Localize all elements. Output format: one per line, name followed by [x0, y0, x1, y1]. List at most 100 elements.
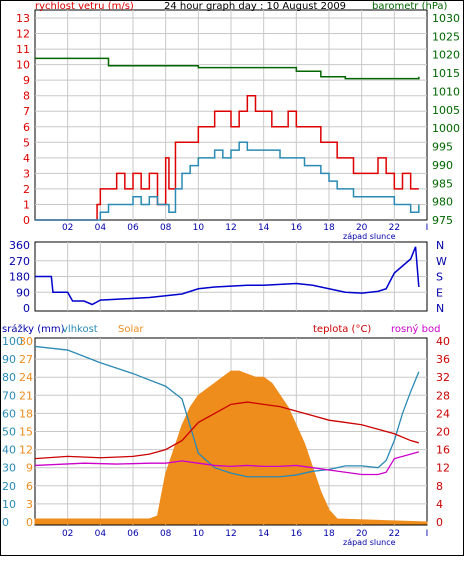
y-temperature-tick: 16	[436, 444, 450, 457]
series-line-gust	[35, 94, 419, 221]
y-left-tick: 1	[23, 198, 30, 211]
y-right-tick: W	[436, 255, 447, 268]
barometer-axis-label: barometr (hPa)	[372, 1, 448, 12]
y-solar-tick: 21	[19, 389, 33, 402]
y-solar-tick: 0	[26, 516, 33, 529]
series-line-barometr	[35, 57, 420, 80]
y-temperature-tick: 32	[436, 371, 450, 384]
y-solar-tick: 3	[26, 498, 33, 511]
y-solar-tick: 15	[19, 426, 33, 439]
y-right-tick: 990	[432, 159, 453, 172]
y-right-tick: S	[436, 271, 443, 284]
y-left-tick: 4	[23, 152, 30, 165]
series-line-vlhkost	[34, 345, 420, 478]
series-line-average	[35, 141, 420, 221]
y-left-tick: 13	[16, 12, 30, 25]
y-left-tick: 0	[23, 302, 30, 315]
y-solar-tick: 24	[19, 371, 33, 384]
x-tick-label: 08	[160, 529, 172, 539]
y-right-tick: N	[436, 302, 444, 315]
y-humidity-tick: 60	[2, 407, 16, 420]
y-temperature-tick: 24	[436, 407, 450, 420]
y-solar-tick: 9	[26, 462, 33, 475]
y-left-tick: 270	[9, 255, 30, 268]
y-humidity-tick: 30	[2, 462, 16, 475]
x-tick-label: 10	[193, 223, 205, 233]
y-temperature-tick: 36	[436, 353, 450, 366]
y-left-tick: 3	[23, 167, 30, 180]
x-tick-label: 04	[95, 529, 107, 539]
y-temperature-tick: 20	[436, 426, 450, 439]
y-left-tick: 2	[23, 183, 30, 196]
y-temperature-tick: 28	[436, 389, 450, 402]
y-right-tick: N	[436, 239, 444, 252]
sunset-annotation-2: západ slunce	[343, 538, 396, 547]
y-left-tick: 8	[23, 90, 30, 103]
y-solar-tick: 18	[19, 407, 33, 420]
y-left-tick: 90	[16, 286, 30, 299]
y-temperature-tick: 4	[436, 498, 443, 511]
y-left-tick: 180	[9, 271, 30, 284]
y-left-tick: 12	[16, 28, 30, 41]
y-solar-tick: 27	[19, 353, 33, 366]
sunset-annotation-1: západ slunce	[343, 232, 396, 241]
y-right-tick: 1000	[432, 122, 460, 135]
y-humidity-tick: 90	[2, 353, 16, 366]
y-solar-tick: 6	[26, 480, 33, 493]
y-right-tick: E	[436, 286, 443, 299]
series-line-rosný-bod	[34, 451, 420, 476]
y-solar-tick: 12	[19, 444, 33, 457]
y-right-tick: 1020	[432, 49, 460, 62]
y-right-tick: 1015	[432, 67, 460, 80]
x-tick-label: 04	[95, 223, 107, 233]
x-tick-label: 16	[291, 223, 303, 233]
x-tick-label: 14	[258, 223, 270, 233]
y-temperature-tick: 0	[436, 516, 443, 529]
y-humidity-tick: 70	[2, 389, 16, 402]
y-temperature-tick: 8	[436, 480, 443, 493]
y-right-tick: 1030	[432, 12, 460, 25]
series-line-teplota	[34, 401, 420, 460]
y-right-tick: 985	[432, 177, 453, 190]
y-left-tick: 0	[23, 214, 30, 227]
y-right-tick: 980	[432, 196, 453, 209]
y-left-tick: 5	[23, 136, 30, 149]
y-humidity-tick: 20	[2, 480, 16, 493]
y-right-tick: 1010	[432, 85, 460, 98]
y-solar-tick: 30	[19, 335, 33, 348]
x-tick-label: 12	[225, 223, 236, 233]
x-tick-label: I	[426, 223, 429, 233]
wind-axis-label: rychlost vetru (m/s)	[35, 1, 134, 12]
y-right-tick: 1005	[432, 104, 460, 117]
y-left-tick: 7	[23, 105, 30, 118]
panel1-title: 24 hour graph day : 10 August 2009	[164, 1, 346, 12]
x-tick-label: 20	[356, 223, 368, 233]
x-tick-label: 14	[258, 529, 270, 539]
x-tick-label: 06	[127, 529, 139, 539]
y-left-tick: 360	[9, 239, 30, 252]
x-tick-label: 06	[127, 223, 139, 233]
y-left-tick: 10	[16, 59, 30, 72]
x-tick-label: 22	[389, 223, 400, 233]
x-tick-label: 12	[225, 529, 236, 539]
y-right-tick: 975	[432, 214, 453, 227]
y-humidity-tick: 50	[2, 426, 16, 439]
legend-temperature: teplota (°C)	[313, 324, 371, 335]
x-tick-label: 18	[323, 223, 335, 233]
y-left-tick: 6	[23, 121, 30, 134]
x-tick-label: I	[426, 529, 429, 539]
y-humidity-tick: 10	[2, 498, 16, 511]
y-humidity-tick: 40	[2, 444, 16, 457]
x-tick-label: 18	[323, 529, 335, 539]
legend-solar: Solar	[118, 324, 144, 335]
x-tick-label: 02	[62, 223, 73, 233]
y-temperature-tick: 12	[436, 462, 450, 475]
y-right-tick: 1025	[432, 30, 460, 43]
x-tick-label: 10	[193, 529, 205, 539]
legend-dewpoint: rosný bod	[391, 323, 440, 335]
y-right-tick: 995	[432, 141, 453, 154]
y-humidity-tick: 100	[2, 335, 23, 348]
